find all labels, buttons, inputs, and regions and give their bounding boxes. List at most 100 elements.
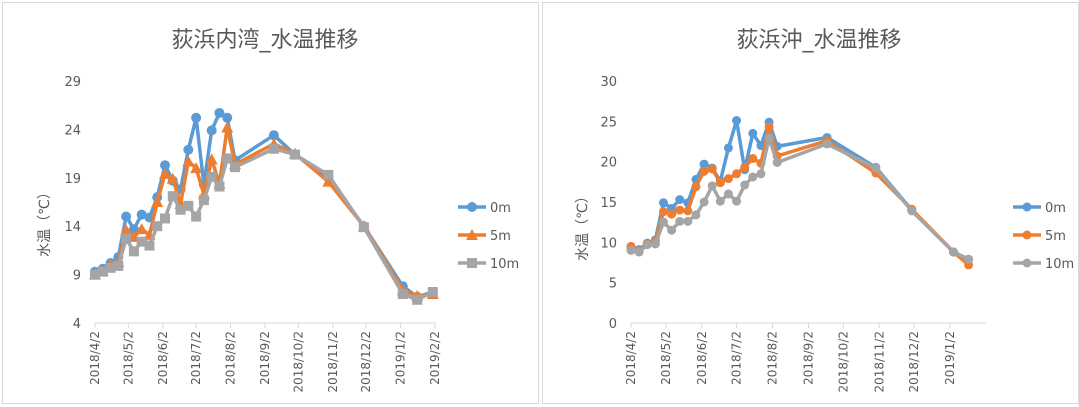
chart-title: 荻浜沖_水温推移 xyxy=(736,28,901,53)
y-tick-label: 0 xyxy=(609,317,617,332)
data-point xyxy=(707,181,717,191)
data-point xyxy=(221,121,234,133)
data-point xyxy=(427,287,438,298)
data-point xyxy=(121,211,132,222)
data-point xyxy=(222,112,233,123)
data-point xyxy=(715,178,725,188)
data-point xyxy=(230,162,240,173)
x-tick-label: 2018/10/2 xyxy=(291,331,305,393)
x-tick-label: 2018/4/2 xyxy=(88,331,102,385)
data-point xyxy=(740,162,750,172)
y-tick-label: 10 xyxy=(600,236,617,251)
data-point xyxy=(90,269,100,280)
x-tick-label: 2018/12/2 xyxy=(359,331,373,393)
chart-inner-bay: 荻浜内湾_水温推移 水温（℃） 4 9 14 19 24 29 2018/4/2 2018/5… xyxy=(37,28,519,393)
data-point xyxy=(467,202,477,212)
legend-label: 5m xyxy=(490,229,511,244)
data-point xyxy=(748,128,758,138)
chart-offshore: 荻浜沖_水温推移 水温（℃） 0 5 10 15 20 25 30 2018/4/2 2018/… xyxy=(575,28,1074,393)
data-point xyxy=(822,139,832,149)
series-line xyxy=(94,147,434,302)
data-point xyxy=(764,122,774,132)
data-point xyxy=(691,210,701,220)
x-tick-label: 2018/4/2 xyxy=(624,331,638,385)
data-point xyxy=(658,198,668,208)
data-point xyxy=(964,254,974,264)
series-0m xyxy=(626,116,974,264)
data-point xyxy=(105,262,116,273)
x-tick-label: 2018/9/2 xyxy=(802,331,816,385)
data-point xyxy=(190,162,203,174)
data-point xyxy=(412,294,423,305)
data-point xyxy=(175,204,186,215)
legend-item: 10m xyxy=(458,257,519,272)
data-point xyxy=(198,195,209,206)
legend-label: 0m xyxy=(490,201,511,216)
legend-label: 0m xyxy=(1045,201,1066,216)
x-tick-label: 2019/2/2 xyxy=(428,331,442,385)
data-point xyxy=(748,172,758,182)
data-point xyxy=(323,169,334,180)
data-point xyxy=(658,207,668,217)
data-point xyxy=(683,206,693,216)
data-point xyxy=(748,153,758,163)
data-point xyxy=(214,181,225,192)
data-point xyxy=(642,240,652,250)
data-point xyxy=(707,164,717,174)
data-point xyxy=(907,206,917,216)
data-point xyxy=(135,223,148,235)
data-point xyxy=(764,133,774,143)
data-point xyxy=(167,191,178,202)
data-point xyxy=(871,163,881,173)
series-line xyxy=(94,111,434,299)
data-point xyxy=(626,245,636,255)
data-point xyxy=(136,209,147,220)
data-point xyxy=(268,130,279,141)
data-point xyxy=(683,216,693,226)
y-tick-label: 25 xyxy=(600,115,617,130)
x-tick-label: 2018/11/2 xyxy=(326,331,340,393)
data-point xyxy=(667,225,677,235)
data-point xyxy=(723,143,733,153)
data-point xyxy=(699,159,709,169)
legend-item: 0m xyxy=(1013,201,1066,216)
data-point xyxy=(268,143,279,154)
y-tick-label: 9 xyxy=(73,269,81,284)
data-point xyxy=(699,197,709,207)
data-point xyxy=(634,247,644,257)
data-point xyxy=(152,221,163,232)
chart-panel-inner-bay: 荻浜内湾_水温推移 水温（℃） 4 9 14 19 24 29 2018/4/2 2018/5… xyxy=(2,2,539,404)
x-tick-label: 2018/6/2 xyxy=(156,331,170,385)
chart-title: 荻浜内湾_水温推移 xyxy=(171,28,358,53)
data-point xyxy=(160,160,170,171)
data-point xyxy=(1022,258,1032,268)
data-point xyxy=(1022,230,1032,240)
x-tick-label: 2019/1/2 xyxy=(394,331,408,385)
chart-panel-offshore: 荻浜沖_水温推移 水温（℃） 0 5 10 15 20 25 30 2018/4/2 2018/… xyxy=(542,2,1079,404)
data-point xyxy=(675,195,685,205)
data-point xyxy=(113,260,124,271)
legend-label: 5m xyxy=(1045,229,1066,244)
data-point xyxy=(732,169,742,179)
data-point xyxy=(136,236,147,247)
x-tick-label: 2019/1/2 xyxy=(943,331,957,385)
data-point xyxy=(166,172,179,184)
data-point xyxy=(144,240,155,251)
legend-item: 10m xyxy=(1013,257,1074,272)
series-10m xyxy=(626,133,974,264)
x-tick-label: 2018/6/2 xyxy=(695,331,709,385)
data-point xyxy=(467,258,477,268)
data-point xyxy=(121,233,132,244)
data-point xyxy=(358,222,369,233)
data-point xyxy=(675,216,685,226)
x-tick-label: 2018/5/2 xyxy=(659,331,673,385)
data-point xyxy=(650,239,660,249)
data-point xyxy=(206,125,217,136)
data-point xyxy=(206,171,217,182)
y-tick-label: 20 xyxy=(600,156,617,171)
y-tick-label: 5 xyxy=(609,277,617,292)
data-point xyxy=(222,153,233,164)
data-point xyxy=(128,246,139,257)
y-tick-label: 30 xyxy=(600,75,617,90)
data-point xyxy=(466,229,478,240)
